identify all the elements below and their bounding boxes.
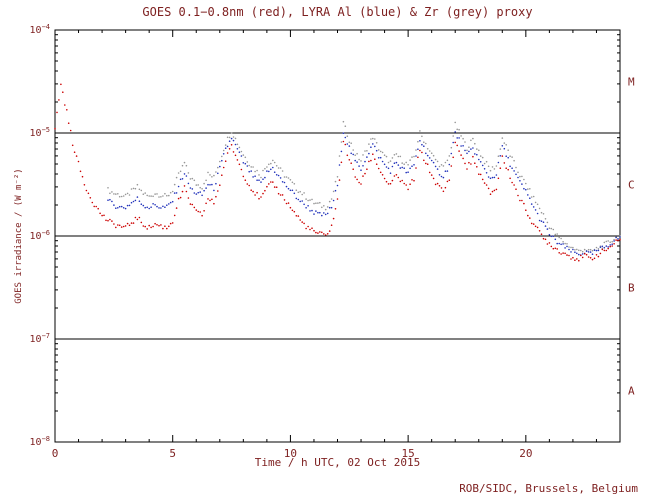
y-tick-labels: 10−4 10−5 10−6 10−7 10−8 (30, 23, 50, 448)
svg-text:20: 20 (519, 447, 532, 460)
svg-text:10−6: 10−6 (30, 229, 50, 242)
svg-text:10−4: 10−4 (30, 23, 50, 36)
svg-text:B: B (628, 282, 635, 295)
x-tick-labels: 0 5 10 15 20 (52, 447, 533, 460)
series-lyra-zr-proxy (107, 120, 621, 253)
series-goes-0.1-0.8nm (54, 83, 621, 262)
flare-class-labels: M C B A (628, 76, 635, 398)
svg-text:10−5: 10−5 (30, 126, 50, 139)
svg-text:C: C (628, 179, 635, 192)
svg-text:5: 5 (169, 447, 176, 460)
svg-text:10: 10 (284, 447, 297, 460)
svg-text:15: 15 (402, 447, 415, 460)
y-axis-label: GOES irradiance / (W m⁻²) (14, 168, 24, 304)
svg-text:A: A (628, 385, 635, 398)
series-lyra-al-proxy (107, 131, 621, 256)
svg-text:0: 0 (52, 447, 59, 460)
svg-text:10−7: 10−7 (30, 332, 50, 345)
threshold-lines (55, 132, 620, 340)
svg-text:10−8: 10−8 (30, 435, 50, 448)
x-axis-label: Time / h UTC, 02 Oct 2015 (254, 456, 421, 469)
svg-text:M: M (628, 76, 635, 89)
chart-title: GOES 0.1−0.8nm (red), LYRA Al (blue) & Z… (142, 5, 533, 19)
credit-text: ROB/SIDC, Brussels, Belgium (459, 482, 638, 495)
